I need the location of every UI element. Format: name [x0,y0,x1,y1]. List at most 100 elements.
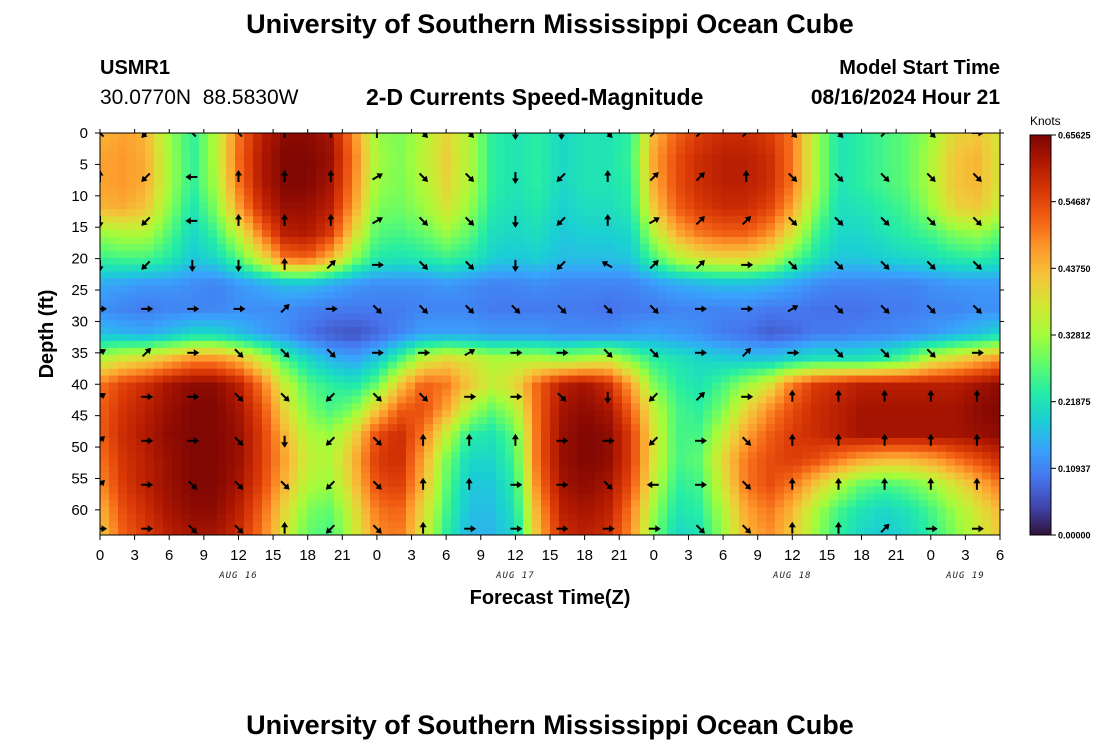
heat-cell [775,444,785,453]
heat-cell [874,139,884,148]
heat-cell [280,444,290,453]
heat-cell [298,216,308,224]
heat-cell [712,389,722,397]
heat-cell [172,167,182,176]
heat-cell [622,139,632,148]
heat-cell [838,271,848,280]
heat-cell [856,195,866,203]
heat-cell [271,472,281,481]
heat-cell [496,306,506,314]
heat-cell [451,230,461,238]
heat-cell [595,424,605,432]
heat-cell [946,264,956,273]
heat-cell [541,444,551,453]
heat-cell [424,375,434,384]
heat-cell [901,368,911,377]
heat-cell [154,334,164,342]
heat-cell [568,146,578,155]
heat-cell [388,216,398,224]
heat-cell [766,424,776,432]
heat-cell [622,264,632,273]
heat-cell [883,451,893,460]
heat-cell [307,306,317,314]
heat-cell [514,223,524,231]
heat-cell [667,417,677,425]
heat-cell [865,181,875,190]
heat-cell [892,250,902,259]
heat-cell [172,285,182,294]
heat-cell [406,424,416,432]
heat-cell [649,250,659,259]
heat-cell [271,160,281,169]
heat-cell [352,292,362,300]
heat-cell [685,146,695,155]
heat-cell [865,451,875,460]
heat-cell [703,465,713,474]
heat-cell [127,437,137,446]
heat-cell [937,216,947,224]
heat-cell [811,299,821,307]
heat-cell [856,188,866,196]
heat-cell [766,285,776,294]
heat-cell [406,278,416,287]
heat-cell [145,181,155,190]
heat-cell [550,465,560,474]
heat-cell [460,354,470,363]
heat-cell [802,188,812,196]
speed-heatmap [100,133,1000,535]
heat-cell [631,236,641,245]
heat-cell [100,382,110,391]
heat-cell [154,382,164,391]
heat-cell [964,431,974,439]
heat-cell [757,313,767,321]
heat-cell [874,292,884,300]
heat-cell [559,160,569,169]
heat-cell [676,424,686,432]
heat-cell [109,382,119,391]
heat-cell [712,403,722,411]
heat-cell [460,472,470,481]
heat-cell [550,223,560,231]
heat-cell [559,444,569,453]
heat-cell [937,334,947,342]
heat-cell [793,264,803,273]
heat-cell [361,354,371,363]
heat-cell [298,299,308,307]
heat-cell [334,313,344,321]
heat-cell [433,216,443,224]
heat-cell [613,243,623,252]
heat-cell [442,375,452,384]
heat-cell [910,396,920,404]
heat-cell [712,368,722,377]
heat-cell [100,424,110,432]
heat-cell [721,389,731,397]
main-title: University of Southern Mississippi Ocean… [246,9,854,39]
heat-cell [244,375,254,384]
heat-cell [775,458,785,467]
heat-cell [811,188,821,196]
heat-cell [757,146,767,155]
heat-cell [901,264,911,273]
heat-cell [595,216,605,224]
heat-cell [244,410,254,418]
heat-cell [865,188,875,196]
heat-cell [964,236,974,245]
heat-cell [352,313,362,321]
heat-cell [820,174,830,183]
heat-cell [253,264,263,273]
heat-cell [856,257,866,266]
heat-cell [460,188,470,196]
heat-cell [559,403,569,411]
heat-cell [838,458,848,467]
heat-cell [109,209,119,217]
heat-cell [514,133,524,141]
heat-cell [217,202,227,210]
heat-cell [667,347,677,356]
heat-cell [838,382,848,391]
heat-cell [208,285,218,294]
heat-cell [694,403,704,411]
heat-cell [316,188,326,196]
heat-cell [514,285,524,294]
heat-cell [874,243,884,252]
heat-cell [208,306,218,314]
